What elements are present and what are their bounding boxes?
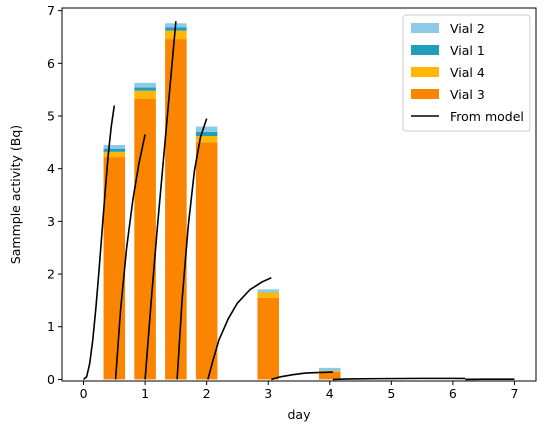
model-curve	[144, 21, 177, 380]
bar-segment	[195, 136, 218, 143]
bar-segment	[165, 30, 187, 40]
y-axis-label: Sammple activity (Bq)	[8, 125, 23, 264]
x-tick-label: 1	[141, 386, 149, 401]
model-curve	[114, 134, 146, 380]
legend-label: Vial 4	[450, 65, 485, 80]
x-axis-ticks: 0 1 2 3 4 5 6 7	[80, 381, 518, 401]
x-tick-label: 4	[326, 386, 334, 401]
y-tick-label: 6	[47, 56, 55, 71]
legend: Vial 2 Vial 1 Vial 4 Vial 3 From model	[402, 14, 531, 132]
bar-segment	[103, 148, 126, 152]
y-tick-label: 5	[47, 109, 55, 124]
bar-segment	[103, 144, 126, 149]
bar-segment	[103, 157, 126, 380]
bar-segment	[134, 87, 156, 91]
legend-label: From model	[450, 109, 524, 124]
x-tick-label: 5	[387, 386, 395, 401]
y-tick-label: 1	[47, 319, 55, 334]
x-tick-label: 0	[80, 386, 88, 401]
bar-segment	[257, 292, 279, 298]
x-tick-label: 7	[510, 386, 518, 401]
bar-segment	[134, 82, 156, 88]
y-axis-ticks: 0 1 2 3 4 5 6 7	[47, 3, 62, 387]
bar-segment	[195, 131, 218, 137]
x-tick-label: 3	[264, 386, 272, 401]
legend-box	[402, 14, 531, 132]
bar-segment	[319, 372, 341, 380]
model-curve	[332, 377, 466, 381]
y-tick-label: 2	[47, 267, 55, 282]
y-tick-label: 3	[47, 214, 55, 229]
bar-segment	[134, 90, 156, 99]
legend-swatch	[411, 23, 439, 33]
legend-label: Vial 3	[450, 87, 485, 102]
legend-swatch	[411, 45, 439, 55]
bar-segment	[165, 39, 187, 380]
model-curve	[207, 277, 272, 380]
legend-label: Vial 1	[450, 43, 485, 58]
x-axis-label: day	[288, 407, 312, 422]
legend-label: Vial 2	[450, 21, 485, 36]
y-tick-label: 7	[47, 3, 55, 18]
model-curve	[83, 105, 116, 381]
bar-segment	[319, 367, 341, 371]
model-curve	[176, 118, 208, 380]
bar-segment	[103, 151, 126, 158]
legend-swatch	[411, 67, 439, 77]
x-tick-label: 2	[203, 386, 211, 401]
plot-frame	[61, 7, 537, 382]
legend-swatch	[411, 89, 439, 99]
bar-segment	[195, 126, 218, 132]
model-lines-layer	[83, 21, 515, 381]
x-tick-label: 6	[449, 386, 457, 401]
bar-segment	[257, 289, 279, 293]
model-curve	[271, 371, 333, 381]
bar-segment	[195, 142, 218, 380]
y-tick-label: 4	[47, 161, 55, 176]
bar-segment	[134, 98, 156, 380]
bar-segment	[257, 297, 279, 380]
y-tick-label: 0	[47, 372, 55, 387]
